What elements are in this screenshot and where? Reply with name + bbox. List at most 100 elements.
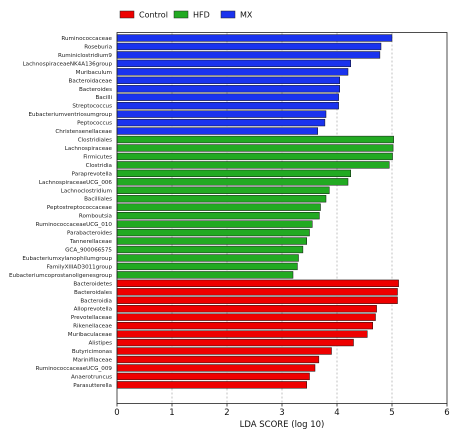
bar-hfd — [116, 220, 313, 228]
category-label: Bacteroides — [79, 87, 112, 93]
x-tick-label: 5 — [389, 408, 394, 418]
bar-hfd — [116, 169, 351, 178]
bar-mx — [116, 68, 349, 76]
category-label: Ruminococcaceae — [61, 36, 112, 42]
category-label: Marinifilaceae — [73, 357, 113, 363]
bar-mx — [116, 118, 326, 127]
x-tick-label: 2 — [224, 408, 229, 418]
bar-control — [116, 355, 320, 364]
x-tick-label: 0 — [114, 408, 119, 418]
bar-hfd — [116, 271, 294, 279]
bar-mx — [116, 127, 318, 135]
bar-mx — [116, 110, 327, 118]
bar-control — [116, 296, 398, 304]
category-label: LachnospiraceaeNK4A136group — [23, 61, 113, 67]
legend-label-hfd: HFD — [193, 11, 210, 20]
category-label: Tannerellaceae — [69, 239, 113, 245]
category-label: Bacteroidaceae — [69, 78, 113, 84]
bar-mx — [116, 51, 381, 59]
bar-control — [116, 372, 310, 381]
bar-control — [116, 347, 332, 355]
legend: Control HFD MX — [119, 10, 253, 20]
category-label: Bacteroidia — [80, 298, 112, 304]
category-label: Ruminiclostridium9 — [58, 53, 112, 59]
category-label: Rikenellaceae — [73, 324, 112, 330]
category-label: Streptococcus — [72, 104, 112, 110]
bar-mx — [116, 85, 340, 93]
category-label: Parasutterella — [73, 383, 112, 389]
bar-hfd — [116, 178, 349, 186]
category-label: GCA_900066575 — [65, 248, 112, 254]
x-axis-title: LDA SCORE (log 10) — [240, 420, 325, 430]
category-label: Alistipes — [88, 341, 112, 347]
category-label: Muribaculaceae — [68, 332, 113, 338]
bar-control — [116, 321, 373, 330]
bar-hfd — [116, 144, 394, 152]
category-label: Eubacteriumcoprostanoligenesgroup — [9, 273, 112, 279]
bar-control — [116, 338, 354, 347]
bar-mx — [116, 102, 339, 110]
category-label: Paraprevotella — [72, 171, 112, 177]
legend-swatch-mx — [220, 10, 236, 19]
category-label: Muribaculum — [76, 70, 112, 76]
bar-hfd — [116, 152, 393, 161]
legend-label-control: Control — [139, 11, 168, 20]
bar-control — [116, 279, 399, 287]
category-label: RuminococcaceaeUCG_010 — [36, 222, 113, 228]
category-label: Eubacteriumventriosumgroup — [28, 112, 112, 118]
category-label: Lachnospiraceae — [65, 146, 113, 152]
category-label: Bacilli — [95, 95, 112, 101]
bar-hfd — [116, 228, 310, 237]
bar-hfd — [116, 195, 327, 203]
legend-swatch-hfd — [173, 10, 189, 19]
bar-hfd — [116, 203, 321, 211]
category-label: Clostridiales — [78, 138, 112, 144]
category-label: Bacilliales — [84, 197, 112, 203]
category-label: Bacteroidales — [74, 290, 112, 296]
bar-mx — [116, 59, 351, 68]
bar-hfd — [116, 237, 307, 245]
bar-mx — [116, 93, 339, 101]
bar-control — [116, 330, 368, 338]
category-label: Peptostreptococcaceae — [47, 205, 113, 211]
category-label: Clostridia — [86, 163, 112, 169]
x-tick-label: 4 — [334, 408, 339, 418]
x-tick-label: 1 — [169, 408, 174, 418]
category-label: Alloprevotella — [74, 307, 112, 313]
bar-hfd — [116, 161, 390, 169]
category-label: Christensenellaceae — [55, 129, 112, 135]
x-tick-label: 3 — [279, 408, 284, 418]
category-label: LachnospiraceaeUCG_006 — [39, 180, 113, 186]
legend-label-mx: MX — [240, 11, 253, 20]
x-axis: 0 1 2 3 4 5 6 — [114, 403, 450, 418]
category-label: Lachnoclostridium — [61, 188, 112, 194]
bar-control — [116, 313, 376, 321]
category-label: Butyricimonas — [72, 349, 112, 355]
bar-hfd — [116, 186, 330, 194]
bar-control — [116, 381, 307, 389]
category-label: Anaerotruncus — [71, 374, 112, 380]
category-label: Roseburia — [84, 44, 112, 50]
bar-hfd — [116, 262, 298, 271]
category-label: Peptococcus — [77, 121, 112, 127]
bar-hfd — [116, 245, 304, 254]
bar-control — [116, 305, 377, 313]
category-label: Firmicutes — [83, 154, 112, 160]
legend-swatch-control — [119, 10, 135, 19]
bar-mx — [116, 34, 393, 42]
category-label: Prevotellaceae — [71, 315, 113, 321]
category-label: Eubacteriumxylanophilumgroup — [22, 256, 112, 262]
bar-control — [116, 364, 316, 372]
category-labels: Ruminococcaceae Roseburia Ruminiclostridiu… — [9, 36, 113, 389]
bar-control — [116, 288, 398, 296]
category-label: RuminococcaceaeUCG_009 — [36, 366, 113, 372]
bar-hfd — [116, 212, 320, 220]
category-label: Parabacteroides — [67, 231, 112, 237]
bar-mx — [116, 42, 382, 51]
category-label: Bacteroidetes — [73, 281, 112, 287]
bar-mx — [116, 76, 340, 84]
bars — [116, 34, 399, 389]
bar-hfd — [116, 135, 394, 144]
x-tick-label: 6 — [444, 408, 449, 418]
